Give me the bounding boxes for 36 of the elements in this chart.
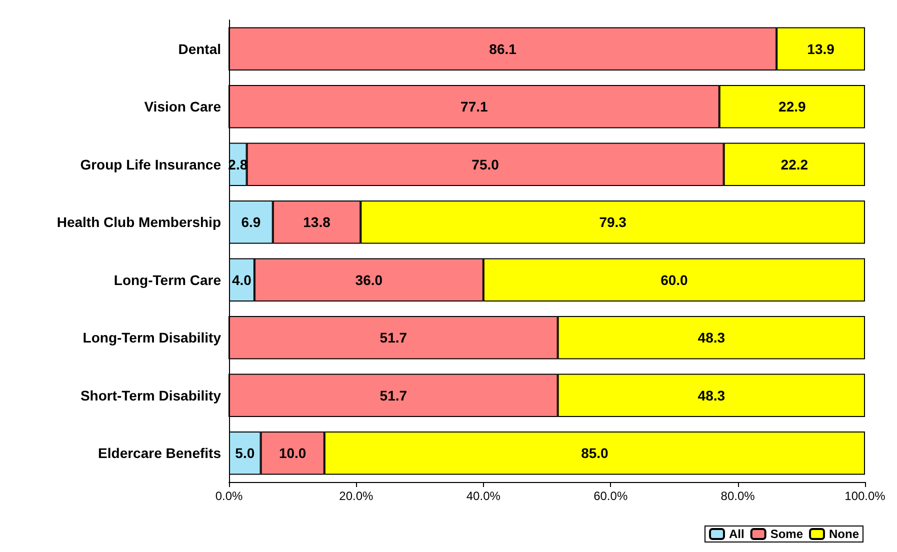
data-label: 36.0 [355,272,383,288]
data-label: 5.0 [235,445,255,462]
data-label: 86.1 [489,40,517,57]
x-tick-label: 60.0% [594,489,628,503]
data-label: 51.7 [380,387,408,404]
data-label: 77.1 [460,98,488,115]
y-tick-label: Short-Term Disability [80,387,222,404]
y-tick-label: Group Life Insurance [80,156,222,172]
y-tick-label: Eldercare Benefits [98,445,222,462]
x-tick-label: 40.0% [466,489,501,503]
x-tick-label: 100.0% [844,489,886,503]
data-label: 51.7 [380,330,408,346]
data-label: 4.0 [232,272,252,288]
legend-label: Some [770,527,804,541]
data-label: 60.0 [660,272,688,288]
y-tick-label: Long-Term Disability [82,330,222,346]
legend-label: All [728,527,744,541]
data-label: 22.9 [778,98,806,115]
data-label: 79.3 [599,214,627,230]
data-label: 75.0 [472,156,500,172]
x-tick-label: 80.0% [720,489,756,503]
y-tick-label: Health Club Membership [56,214,221,230]
data-label: 22.2 [780,156,808,172]
data-label: 48.3 [698,387,726,404]
data-label: 6.9 [241,214,261,230]
y-tick-label: Vision Care [144,98,222,115]
legend-label: None [829,527,860,541]
data-label: 10.0 [278,445,306,462]
y-tick-label: Dental [178,40,221,57]
data-label: 13.8 [303,214,331,230]
x-tick-label: 20.0% [339,489,374,503]
data-label: 48.3 [698,330,726,346]
x-tick-label: 0.0% [215,489,243,503]
y-tick-label: Long-Term Care [114,272,222,288]
data-label: 85.0 [581,445,609,462]
data-label: 13.9 [807,40,835,57]
